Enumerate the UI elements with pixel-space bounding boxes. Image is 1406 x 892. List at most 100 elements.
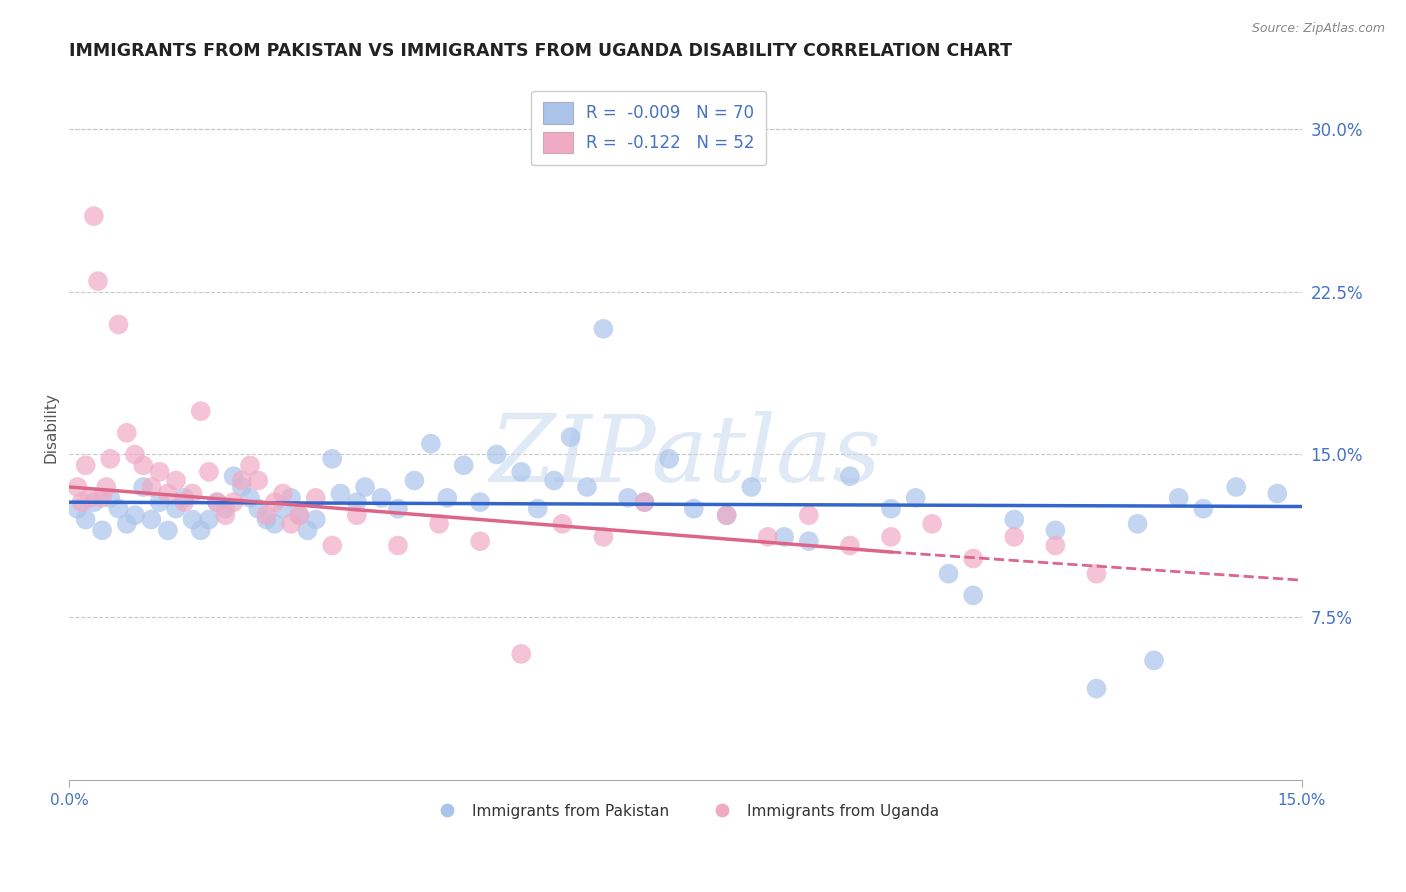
Point <box>231 474 253 488</box>
Point <box>682 501 704 516</box>
Point <box>256 508 278 523</box>
Point <box>280 491 302 505</box>
Point <box>468 495 491 509</box>
Point <box>247 474 270 488</box>
Point <box>91 491 114 505</box>
Point <box>526 501 548 516</box>
Point <box>1002 530 1025 544</box>
Point <box>436 491 458 505</box>
Point <box>75 512 97 526</box>
Point <box>510 647 533 661</box>
Point <box>904 491 927 505</box>
Point <box>149 465 172 479</box>
Point <box>231 480 253 494</box>
Point <box>149 495 172 509</box>
Point <box>156 524 179 538</box>
Point <box>592 530 614 544</box>
Point <box>880 530 903 544</box>
Point <box>96 480 118 494</box>
Point <box>156 486 179 500</box>
Point <box>66 480 89 494</box>
Point <box>83 209 105 223</box>
Point <box>938 566 960 581</box>
Point <box>321 539 343 553</box>
Point <box>214 508 236 523</box>
Point <box>921 516 943 531</box>
Point <box>485 448 508 462</box>
Point <box>1045 539 1067 553</box>
Point <box>239 458 262 473</box>
Point <box>658 451 681 466</box>
Point <box>1192 501 1215 516</box>
Y-axis label: Disability: Disability <box>44 392 58 463</box>
Point <box>419 436 441 450</box>
Point <box>427 516 450 531</box>
Point <box>305 512 328 526</box>
Point <box>370 491 392 505</box>
Point <box>181 486 204 500</box>
Point <box>1143 653 1166 667</box>
Point <box>740 480 762 494</box>
Point <box>797 534 820 549</box>
Point <box>98 451 121 466</box>
Point <box>756 530 779 544</box>
Point <box>404 474 426 488</box>
Point <box>592 322 614 336</box>
Point <box>1126 516 1149 531</box>
Point <box>263 516 285 531</box>
Point <box>1085 681 1108 696</box>
Point <box>773 530 796 544</box>
Point <box>165 501 187 516</box>
Point <box>1085 566 1108 581</box>
Point <box>66 501 89 516</box>
Point <box>91 524 114 538</box>
Point <box>387 501 409 516</box>
Point <box>510 465 533 479</box>
Point <box>173 491 195 505</box>
Text: ZIPatlas: ZIPatlas <box>489 410 882 500</box>
Point <box>617 491 640 505</box>
Point <box>75 458 97 473</box>
Point <box>181 512 204 526</box>
Point <box>346 508 368 523</box>
Point <box>271 486 294 500</box>
Point <box>1265 486 1288 500</box>
Point <box>124 448 146 462</box>
Point <box>198 512 221 526</box>
Point <box>79 491 101 505</box>
Point <box>190 524 212 538</box>
Point <box>173 495 195 509</box>
Point <box>633 495 655 509</box>
Point <box>1167 491 1189 505</box>
Point <box>214 501 236 516</box>
Point <box>124 508 146 523</box>
Point <box>239 491 262 505</box>
Point <box>98 491 121 505</box>
Point <box>468 534 491 549</box>
Point <box>839 539 862 553</box>
Point <box>132 480 155 494</box>
Point <box>716 508 738 523</box>
Point <box>107 318 129 332</box>
Point <box>70 495 93 509</box>
Point <box>1225 480 1247 494</box>
Point <box>271 501 294 516</box>
Point <box>288 508 311 523</box>
Point <box>205 495 228 509</box>
Point <box>1045 524 1067 538</box>
Point <box>839 469 862 483</box>
Point <box>329 486 352 500</box>
Point <box>263 495 285 509</box>
Legend: Immigrants from Pakistan, Immigrants from Uganda: Immigrants from Pakistan, Immigrants fro… <box>426 797 945 825</box>
Point <box>962 588 984 602</box>
Point <box>575 480 598 494</box>
Point <box>83 495 105 509</box>
Point <box>198 465 221 479</box>
Point <box>346 495 368 509</box>
Point <box>115 425 138 440</box>
Point <box>321 451 343 466</box>
Point <box>633 495 655 509</box>
Point <box>141 512 163 526</box>
Point <box>305 491 328 505</box>
Point <box>256 512 278 526</box>
